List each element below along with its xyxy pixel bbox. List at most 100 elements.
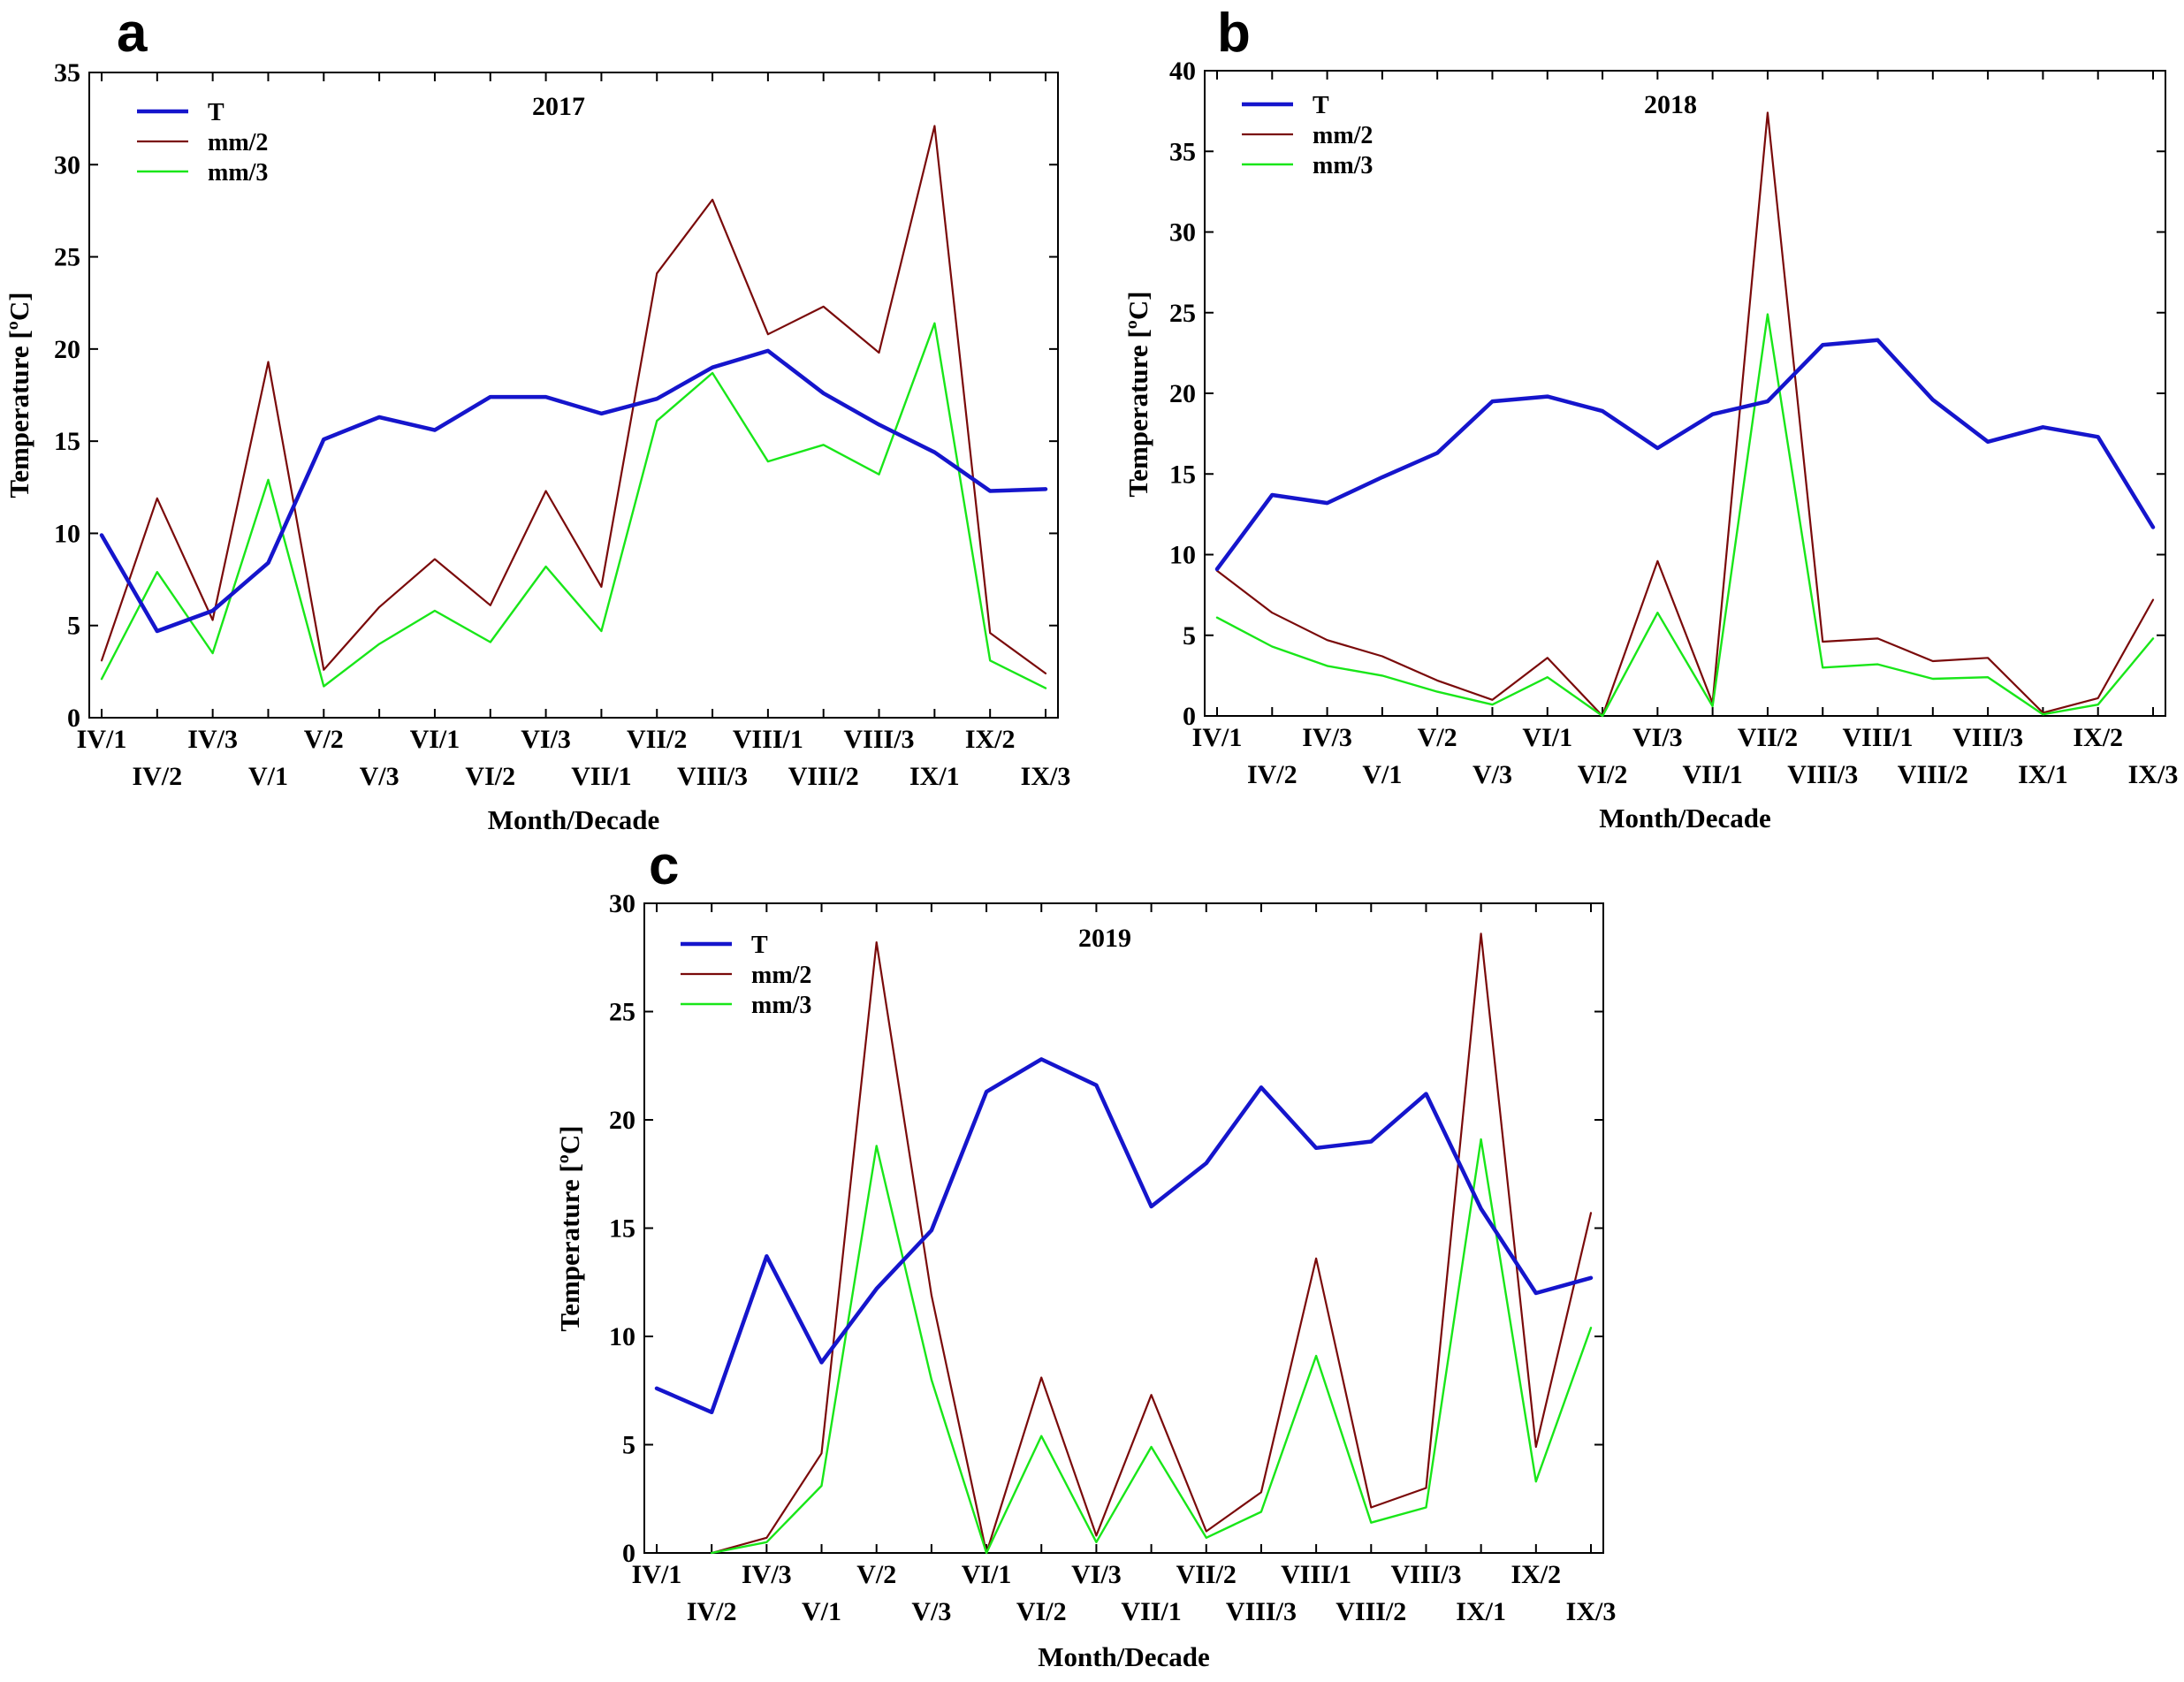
y-tick-label: 10 [54, 519, 80, 548]
y-tick-label: 5 [622, 1431, 635, 1460]
x-tick-label: VII/1 [1682, 760, 1742, 789]
y-tick-label: 30 [1169, 218, 1196, 247]
x-tick-label: IV/3 [187, 725, 238, 754]
y-tick-label: 20 [54, 335, 80, 364]
x-tick-label: VIII/3 [1390, 1560, 1461, 1589]
x-tick-label: VI/2 [465, 762, 515, 791]
x-tick-label: VII/2 [1176, 1560, 1237, 1589]
x-tick-label: IX/3 [1566, 1597, 1617, 1626]
x-tick-label: V/3 [360, 762, 400, 791]
legend-label: mm/2 [751, 962, 811, 989]
x-tick-label: IX/2 [1511, 1560, 1561, 1589]
legend-label: T [208, 99, 224, 126]
y-tick-label: 0 [67, 704, 80, 733]
panel-letter: b [1217, 3, 1251, 64]
legend-label: T [1313, 92, 1329, 119]
y-tick-label: 15 [609, 1214, 635, 1244]
y-tick-label: 20 [609, 1106, 635, 1135]
x-tick-label: IV/3 [1302, 723, 1352, 752]
x-tick-label: VI/2 [1016, 1597, 1067, 1626]
series-line-mm3 [1215, 313, 2155, 718]
x-tick-label: IX/3 [1021, 762, 1071, 791]
y-tick-label: 10 [609, 1322, 635, 1351]
x-tick-label: VII/2 [627, 725, 687, 754]
x-tick-label: V/1 [248, 762, 288, 791]
legend: Tmm/2 mm/3 [1242, 92, 1373, 179]
chart-title: 2017 [532, 92, 585, 121]
x-tick-label: VI/3 [1632, 723, 1683, 752]
x-tick-label: VIII/1 [1843, 723, 1914, 752]
x-tick-label: VIII/1 [733, 725, 803, 754]
y-tick-label: 30 [609, 889, 635, 918]
x-tick-label: IV/3 [742, 1560, 792, 1589]
series-line-T [99, 348, 1048, 634]
x-tick-label: VI/2 [1578, 760, 1628, 789]
y-tick-label: 5 [67, 612, 80, 641]
x-tick-label: IV/2 [1247, 760, 1297, 789]
y-tick-label: 15 [1169, 460, 1196, 489]
x-tick-label: VI/1 [962, 1560, 1012, 1589]
legend-label: mm/3 [1313, 152, 1373, 179]
legend-label: T [751, 932, 768, 959]
y-tick-label: 40 [1169, 57, 1196, 86]
chart-panel-c: c051015202530IV/1IV/2IV/3V/1V/2V/3VI/1VI… [554, 835, 1616, 1672]
x-axis-title: Month/Decade [1038, 1641, 1210, 1672]
x-tick-label: IV/2 [132, 762, 182, 791]
y-tick-label: 35 [1169, 137, 1196, 166]
x-tick-label: VIII/3 [677, 762, 748, 791]
x-tick-label: VIII/2 [1336, 1597, 1406, 1626]
x-axis-title: Month/Decade [488, 804, 660, 835]
y-tick-label: 30 [54, 150, 80, 179]
x-tick-label: VII/1 [1121, 1597, 1181, 1626]
x-tick-label: VII/2 [1738, 723, 1798, 752]
x-tick-label: IX/2 [2073, 723, 2123, 752]
x-tick-label: V/1 [1362, 760, 1402, 789]
panel-letter: c [649, 835, 679, 896]
x-tick-label: IX/2 [965, 725, 1016, 754]
x-tick-label: IV/1 [1192, 723, 1243, 752]
panel-letter: a [117, 3, 148, 64]
legend: Tmm/2 mm/3 [137, 99, 268, 186]
series-line-mm2 [1215, 111, 2155, 718]
x-tick-label: VI/3 [521, 725, 571, 754]
x-tick-label: IX/1 [2018, 760, 2068, 789]
x-tick-label: VIII/3 [844, 725, 915, 754]
x-tick-label: VIII/1 [1281, 1560, 1351, 1589]
y-tick-label: 25 [54, 243, 80, 272]
x-tick-label: VI/1 [1522, 723, 1572, 752]
series-line-T [654, 1057, 1594, 1415]
y-axis-title: Temperature [ºC] [4, 292, 34, 498]
legend-label: mm/2 [208, 129, 268, 156]
x-tick-label: VIII/2 [788, 762, 859, 791]
legend-label: mm/2 [1313, 122, 1373, 149]
x-tick-label: VIII/2 [1898, 760, 1968, 789]
y-axis-title: Temperature [ºC] [1122, 291, 1153, 497]
x-tick-label: VI/3 [1071, 1560, 1122, 1589]
chart-panel-a: a 0 5 10 15 20 25 30 35 IV/1IV/2IV/3 V/1 V/2 V/3 VI/1… [4, 3, 1070, 835]
y-tick-label: 0 [1183, 702, 1196, 731]
y-tick-label: 0 [622, 1539, 635, 1568]
series-line-T [1214, 338, 2156, 572]
chart-title: 2019 [1078, 924, 1131, 953]
series-line-mm3 [711, 1138, 1593, 1555]
y-axis-title: Temperature [ºC] [554, 1125, 585, 1331]
legend-label: mm/3 [751, 992, 811, 1019]
x-tick-label: V/2 [304, 725, 344, 754]
chart-panel-b: b 0 5 10 15 20 25 30 35 40 IV/1IV/2IV/3 V/1 V/2 V/3 VI… [1122, 3, 2178, 833]
x-axis-title: Month/Decade [1599, 803, 1771, 833]
y-tick-label: 5 [1183, 621, 1196, 651]
x-tick-label: V/2 [856, 1560, 896, 1589]
x-tick-label: VII/1 [571, 762, 631, 791]
y-tick-label: 20 [1169, 379, 1196, 408]
y-tick-label: 35 [54, 58, 80, 88]
legend: Tmm/2 mm/3 [681, 932, 811, 1019]
series-line-mm2 [100, 125, 1047, 674]
y-tick-label: 15 [54, 427, 80, 456]
plot-frame [88, 72, 1059, 719]
series-line-mm3 [100, 322, 1047, 689]
y-tick-label: 25 [609, 998, 635, 1027]
x-tick-label: IX/1 [1456, 1597, 1506, 1626]
x-tick-label: IV/1 [632, 1560, 682, 1589]
chart-title: 2018 [1644, 90, 1697, 119]
